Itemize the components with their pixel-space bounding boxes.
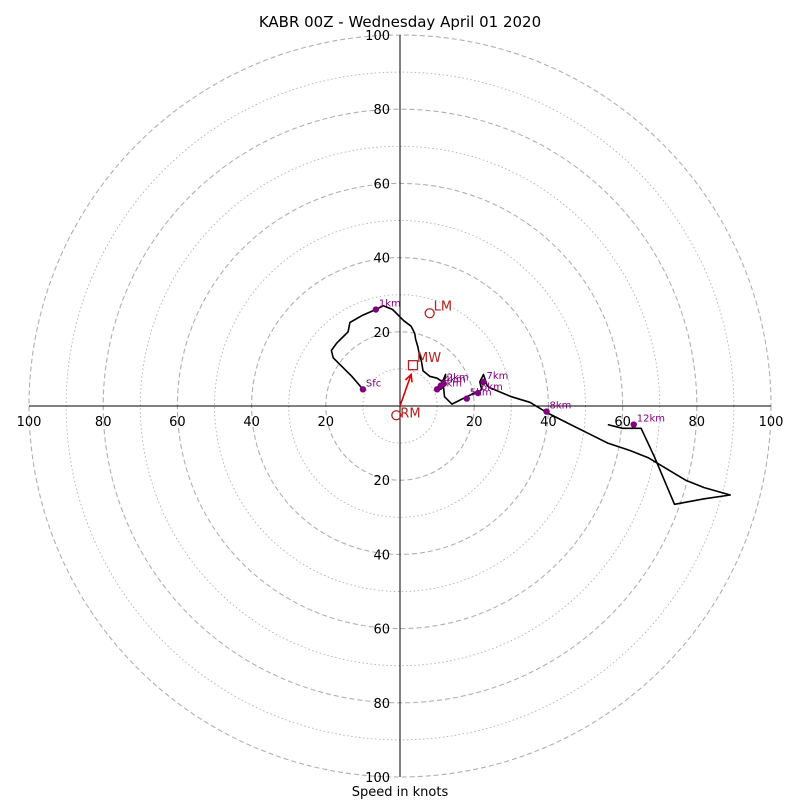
x-tick-label: 100 — [17, 415, 42, 430]
mean-wind-vector — [399, 374, 412, 407]
height-markers: Sfc1km2km3km4km5km6km7km8km12km — [359, 299, 665, 428]
x-tick-label: 80 — [95, 415, 112, 430]
x-tick-label: 20 — [318, 415, 335, 430]
y-tick-label: 80 — [373, 697, 390, 712]
height-marker-label: 12km — [637, 414, 665, 425]
tick-labels: 100 80 60 40 20 20 40 60 80 100 20 40 60 80 100 20 40 60 8… — [17, 29, 784, 786]
y-tick-label: 60 — [373, 623, 390, 638]
height-marker-8km — [543, 408, 550, 415]
right-mover-label: RM — [400, 406, 420, 421]
x-tick-label: 100 — [759, 415, 784, 430]
mean-wind-marker — [407, 360, 419, 371]
x-tick-label: 60 — [169, 415, 186, 430]
height-marker-4km — [437, 382, 445, 389]
height-marker-label: 3km — [440, 378, 462, 389]
x-axis-label: Speed in knots — [352, 785, 449, 800]
chart-title: KABR 00Z - Wednesday April 01 2020 — [259, 13, 541, 31]
height-marker-label: 7km — [486, 371, 508, 382]
mean-wind-label: MW — [417, 351, 441, 366]
x-tick-label: 40 — [243, 415, 260, 430]
height-marker-label: 6km — [481, 382, 503, 393]
y-tick-label: 20 — [373, 474, 390, 489]
height-marker-7km — [480, 378, 487, 386]
y-tick-label: 40 — [373, 548, 390, 563]
x-tick-label: 20 — [466, 415, 483, 430]
height-marker-label: 1km — [379, 299, 401, 310]
right-mover-marker — [391, 410, 402, 421]
storm-motion: LM RM MW — [391, 299, 452, 421]
y-tick-label: 100 — [365, 771, 390, 786]
height-marker-label: 2km — [447, 373, 469, 384]
height-marker-5km — [463, 395, 470, 402]
height-marker-sfc — [359, 386, 367, 393]
left-mover-label: LM — [434, 299, 452, 314]
x-tick-label: 60 — [614, 415, 631, 430]
y-tick-label: 80 — [373, 103, 390, 118]
mean-wind-arrowhead — [404, 372, 413, 383]
x-tick-label: 80 — [689, 415, 706, 430]
height-marker-label: 8km — [550, 401, 572, 412]
y-tick-label: 100 — [365, 29, 390, 44]
height-marker-1km — [372, 306, 380, 313]
x-tick-label: 40 — [540, 415, 557, 430]
y-tick-label: 20 — [373, 326, 390, 341]
height-marker-12km — [630, 421, 637, 428]
height-marker-6km — [474, 389, 482, 397]
y-tick-label: 40 — [373, 252, 390, 267]
height-marker-label: 4km — [444, 375, 466, 386]
height-marker-label: Sfc — [366, 378, 381, 389]
left-mover-marker — [424, 308, 435, 319]
y-tick-label: 60 — [373, 177, 390, 192]
